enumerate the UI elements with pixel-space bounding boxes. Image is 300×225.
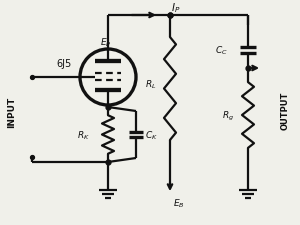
Text: $C_C$: $C_C$ — [215, 45, 228, 57]
Text: 6J5: 6J5 — [57, 59, 72, 69]
Text: INPUT: INPUT — [8, 97, 16, 128]
Text: $E_B$: $E_B$ — [173, 197, 185, 209]
Text: $R_L$: $R_L$ — [145, 78, 156, 90]
Text: $R_K$: $R_K$ — [77, 129, 90, 141]
Text: $E_P$: $E_P$ — [100, 36, 112, 49]
Text: $I_P$: $I_P$ — [171, 1, 180, 15]
Text: OUTPUT: OUTPUT — [280, 91, 290, 130]
Text: $C_K$: $C_K$ — [145, 129, 158, 141]
Text: $R_g$: $R_g$ — [222, 109, 234, 122]
